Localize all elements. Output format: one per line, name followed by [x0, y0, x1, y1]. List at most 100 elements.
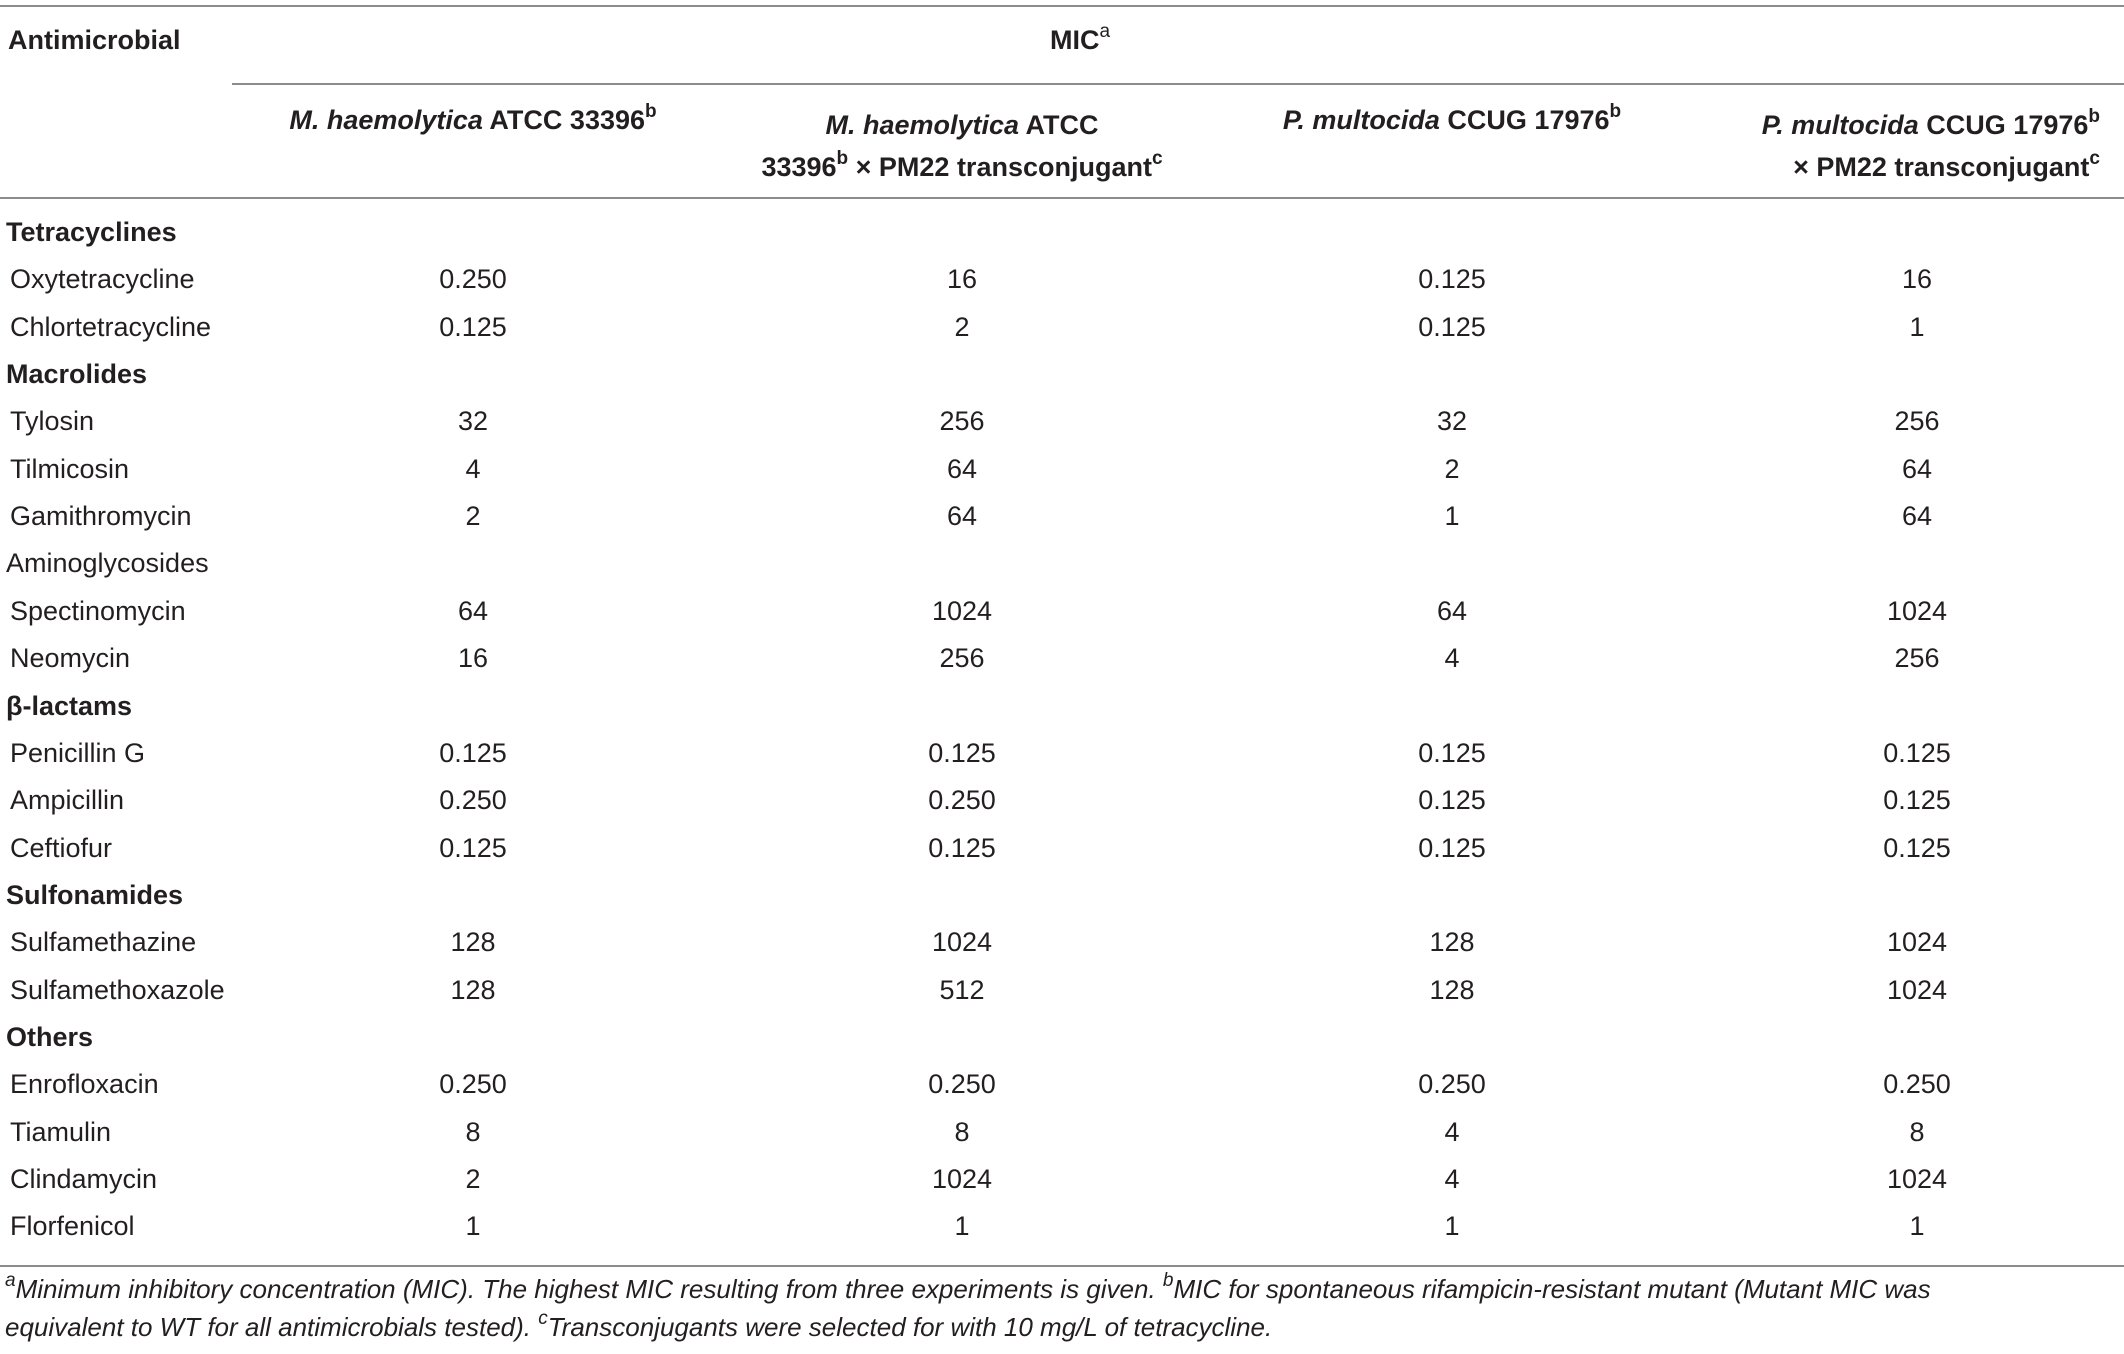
row-label: Enrofloxacin [10, 1069, 159, 1099]
table-bottom-rule [0, 1265, 2124, 1267]
mic-value-cell: 0.250 [439, 264, 507, 294]
mic-value-cell: 0.250 [439, 1069, 507, 1099]
row-label: Tylosin [10, 406, 95, 436]
group-heading: Sulfonamides [6, 880, 184, 910]
mic-value-cell: 64 [1436, 596, 1468, 626]
mic-value-cell: 512 [939, 975, 985, 1005]
mic-value-cell: 0.250 [928, 785, 996, 815]
mic-value-cell: 0.125 [1418, 738, 1486, 768]
column-header-pm-transconjugant: P. multocida CCUG 17976b × PM22 transcon… [1720, 104, 2100, 188]
mic-value-cell: 0.125 [1883, 833, 1951, 863]
mic-value-cell: 1024 [1886, 975, 1948, 1005]
row-label: Ampicillin [10, 785, 125, 815]
header-bottom-rule [0, 197, 2124, 199]
column-header-antimicrobial: Antimicrobial [8, 25, 181, 55]
footnote-b-text-2: equivalent to WT for all antimicrobials … [5, 1312, 539, 1342]
mic-value-cell: 1 [1444, 501, 1460, 531]
mh-footnote: b [645, 101, 657, 122]
mic-value-cell: 0.125 [928, 738, 996, 768]
column-header-mic: MICa [910, 22, 1250, 56]
footnote-b-marker: b [1162, 1270, 1174, 1292]
mic-value-cell: 4 [1444, 1117, 1460, 1147]
mic-value-cell: 32 [457, 406, 489, 436]
row-label: Oxytetracycline [10, 264, 195, 294]
mic-value-cell: 0.125 [928, 833, 996, 863]
mic-value-cell: 4 [465, 454, 481, 484]
mh-tc-line2: 33396b × PM22 transconjugantc [682, 146, 1242, 188]
mic-value-cell: 2 [465, 501, 481, 531]
mh-tc-footnote-c: c [1151, 148, 1163, 169]
footnote-c-text: Transconjugants were selected for with 1… [547, 1312, 1273, 1342]
group-heading: Others [6, 1022, 94, 1052]
row-label: Tiamulin [10, 1117, 112, 1147]
pm-tc-footnote-b: b [2088, 106, 2100, 127]
mic-value-cell: 1024 [931, 596, 993, 626]
mic-value-cell: 0.125 [1418, 833, 1486, 863]
mic-value-cell: 1024 [1886, 596, 1948, 626]
mic-value-cell: 0.125 [1418, 312, 1486, 342]
mh-species: M. haemolytica [289, 105, 483, 135]
mic-value-cell: 0.125 [439, 833, 507, 863]
pm-tc-footnote-c: c [2089, 148, 2100, 169]
column-header-mh-atcc: M. haemolytica ATCC 33396b [223, 101, 723, 136]
mic-value-cell: 1024 [931, 927, 993, 957]
mh-tc-suffix: × PM22 transconjugant [848, 152, 1152, 182]
mh-tc-strain: ATCC [1019, 110, 1099, 140]
footnote-a-marker: a [5, 1270, 16, 1292]
mic-span-rule [232, 83, 2124, 85]
mic-value-cell: 1 [465, 1211, 481, 1241]
mic-value-cell: 8 [465, 1117, 481, 1147]
pm-footnote: b [1609, 101, 1622, 122]
pm-tc-line2: × PM22 transconjugantc [1720, 146, 2100, 188]
mic-value-cell: 256 [1894, 643, 1940, 673]
mic-value-cell: 1024 [1886, 927, 1948, 957]
row-label: Clindamycin [10, 1164, 158, 1194]
pm-tc-species: P. multocida [1761, 110, 1919, 140]
row-label: Penicillin G [10, 738, 146, 768]
mic-value-cell: 0.250 [928, 1069, 996, 1099]
pm-species: P. multocida [1282, 105, 1440, 135]
mic-value-cell: 128 [450, 927, 496, 957]
mic-value-cell: 1024 [1886, 1164, 1948, 1194]
row-label: Gamithromycin [10, 501, 192, 531]
footnote-line-1: aMinimum inhibitory concentration (MIC).… [5, 1270, 2120, 1308]
mh-tc-id: 33396 [761, 152, 837, 182]
mic-value-cell: 128 [1429, 927, 1475, 957]
mic-value-cell: 64 [457, 596, 489, 626]
mic-value-cell: 0.125 [439, 738, 507, 768]
footnote-a-text: Minimum inhibitory concentration (MIC). … [15, 1274, 1163, 1304]
row-label: Spectinomycin [10, 596, 186, 626]
group-heading: Macrolides [6, 359, 148, 389]
pm-tc-suffix: × PM22 transconjugant [1793, 152, 2090, 182]
mic-value-cell: 0.125 [1418, 785, 1486, 815]
mic-value-cell: 0.125 [439, 312, 507, 342]
mh-tc-footnote-b: b [836, 148, 849, 169]
mic-value-cell: 4 [1444, 1164, 1460, 1194]
mic-value-cell: 256 [939, 406, 985, 436]
mic-value-cell: 64 [946, 501, 978, 531]
mic-header-text: MIC [1049, 25, 1100, 55]
mic-value-cell: 0.250 [439, 785, 507, 815]
mic-value-cell: 1 [1444, 1211, 1460, 1241]
mic-value-cell: 16 [946, 264, 978, 294]
mic-value-cell: 1 [1909, 312, 1925, 342]
mic-value-cell: 16 [457, 643, 489, 673]
mic-value-cell: 0.125 [1883, 738, 1951, 768]
mic-value-cell: 64 [1901, 454, 1933, 484]
pm-strain: CCUG 17976 [1439, 105, 1610, 135]
mic-value-cell: 1 [954, 1211, 970, 1241]
mic-value-cell: 8 [954, 1117, 970, 1147]
mh-strain: ATCC 33396 [482, 105, 646, 135]
mic-value-cell: 2 [954, 312, 970, 342]
mic-value-cell: 256 [939, 643, 985, 673]
mic-value-cell: 2 [465, 1164, 481, 1194]
row-label: Tilmicosin [10, 454, 130, 484]
mic-value-cell: 256 [1894, 406, 1940, 436]
group-heading: Tetracyclines [6, 217, 177, 247]
row-label: Sulfamethoxazole [10, 975, 225, 1005]
column-header-pm-ccug: P. multocida CCUG 17976b [1202, 101, 1702, 136]
mic-value-cell: 1 [1909, 1211, 1925, 1241]
mic-value-cell: 128 [450, 975, 496, 1005]
mic-value-cell: 0.125 [1883, 785, 1951, 815]
mh-tc-line1: M. haemolytica ATCC [682, 104, 1242, 146]
